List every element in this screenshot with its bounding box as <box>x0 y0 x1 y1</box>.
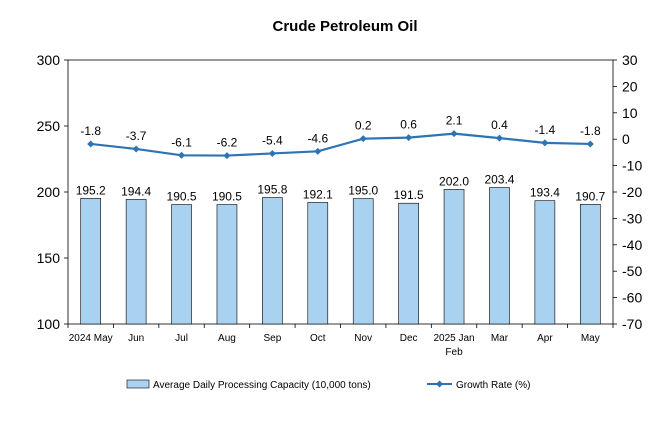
x-tick-label: Mar <box>491 333 509 344</box>
line-marker <box>495 134 503 142</box>
bar-value-label: 190.7 <box>575 189 605 203</box>
x-tick-label: 2025 Jan Feb <box>433 333 474 358</box>
legend-bar-label: Average Daily Processing Capacity (10,00… <box>153 380 371 391</box>
line-value-label: -1.8 <box>580 124 601 138</box>
line-value-label: -4.6 <box>307 131 328 145</box>
bar <box>307 202 329 325</box>
line-marker <box>541 139 549 147</box>
line-value-label: -1.8 <box>80 124 101 138</box>
x-tick-label: Oct <box>310 333 326 344</box>
y-right-tick-label: -10 <box>622 158 642 174</box>
bar <box>125 199 147 325</box>
line-value-label: 2.1 <box>446 114 463 128</box>
bar-value-label: 191.5 <box>394 188 424 202</box>
x-tick-label: Jun <box>128 333 144 344</box>
bar-value-label: 190.5 <box>167 190 197 204</box>
legend-bar-swatch <box>126 379 150 389</box>
y-right-tick-label: 20 <box>622 78 638 94</box>
bar <box>352 198 374 325</box>
x-tick-label: Aug <box>218 333 236 344</box>
y-left-tick-label: 150 <box>37 250 61 266</box>
line-value-label: -6.1 <box>171 135 192 149</box>
y-right-tick-label: -60 <box>622 290 642 306</box>
bar-value-label: 195.8 <box>257 183 287 197</box>
line-marker <box>359 135 367 143</box>
y-right-tick-label: 0 <box>622 131 630 147</box>
bar <box>534 200 556 325</box>
line-marker <box>223 152 231 160</box>
y-left-tick-label: 100 <box>37 316 61 332</box>
x-tick-label: Nov <box>354 333 372 344</box>
line-value-label: -1.4 <box>535 123 556 137</box>
x-tick-label: Jul <box>175 333 188 344</box>
line-marker <box>450 130 458 138</box>
chart-title: Crude Petroleum Oil <box>272 18 417 35</box>
bar-value-label: 193.4 <box>530 186 560 200</box>
line-marker <box>178 151 186 159</box>
y-right-tick-label: -20 <box>622 184 642 200</box>
x-tick-label: Sep <box>263 333 281 344</box>
y-right-tick-label: -40 <box>622 237 642 253</box>
bar-value-label: 194.4 <box>121 184 151 198</box>
line-marker <box>268 149 276 157</box>
x-tick-label: May <box>581 333 600 344</box>
bar-value-label: 202.0 <box>439 174 469 188</box>
x-tick-label: Dec <box>400 333 418 344</box>
y-left-tick-label: 300 <box>37 52 61 68</box>
line-marker <box>314 147 322 155</box>
y-left-tick-label: 200 <box>37 184 61 200</box>
bar <box>171 204 192 325</box>
bar <box>579 203 601 325</box>
bar <box>80 198 102 325</box>
bar <box>398 202 419 325</box>
bar <box>262 197 283 325</box>
line-value-label: 0.2 <box>355 119 372 133</box>
plot-area: 100 150 200 250 300 -70 -60 -50 -40 -30 -20 -10 0 10 2… <box>37 52 643 358</box>
y-right-tick-label: -50 <box>622 263 642 279</box>
bar-value-label: 195.2 <box>76 183 106 197</box>
bar <box>489 187 510 325</box>
legend-line-label: Growth Rate (%) <box>456 380 530 391</box>
bar-value-label: 195.0 <box>348 184 378 198</box>
bar-value-label: 203.4 <box>484 173 514 187</box>
line-value-label: 0.4 <box>491 118 508 132</box>
growth-line <box>90 132 591 157</box>
y-right-tick-label: -70 <box>622 316 642 332</box>
line-marker <box>132 145 140 153</box>
bar <box>443 189 465 325</box>
y-right-tick-label: -30 <box>622 210 642 226</box>
line-value-label: -6.2 <box>217 136 238 150</box>
y-right-tick-label: 10 <box>622 105 638 121</box>
x-tick-label: 2024 May <box>69 333 113 344</box>
bar-value-label: 190.5 <box>212 190 242 204</box>
legend: Average Daily Processing Capacity (10,00… <box>126 379 530 391</box>
line-value-label: 0.6 <box>400 118 417 132</box>
x-tick-label: Apr <box>537 333 553 344</box>
line-value-label: -5.4 <box>262 133 283 147</box>
line-marker <box>586 140 594 148</box>
legend-line-marker <box>436 380 443 388</box>
bar <box>216 204 238 325</box>
line-value-label: -3.7 <box>126 129 147 143</box>
y-left-tick-label: 250 <box>37 118 61 134</box>
line-marker <box>87 140 95 148</box>
line-marker <box>405 134 413 142</box>
y-right-tick-label: 30 <box>622 52 638 68</box>
bar-value-label: 192.1 <box>303 187 333 201</box>
